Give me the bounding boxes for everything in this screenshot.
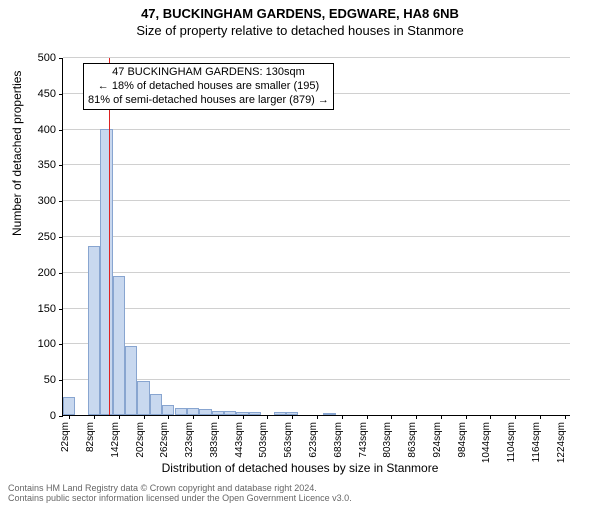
histogram-bar	[224, 411, 236, 415]
footer-attribution: Contains HM Land Registry data © Crown c…	[8, 484, 352, 504]
histogram-bar	[88, 246, 100, 415]
histogram-bar	[125, 346, 137, 415]
histogram-bar	[249, 412, 261, 415]
gridline	[63, 200, 570, 201]
ytick-label: 0	[16, 410, 56, 422]
ytick-mark	[59, 273, 63, 274]
reference-marker-line	[109, 58, 110, 415]
gridline	[63, 129, 570, 130]
ytick-label: 500	[16, 52, 56, 64]
ytick-label: 150	[16, 303, 56, 315]
histogram-bar	[187, 408, 199, 415]
histogram-bar	[274, 412, 286, 415]
ytick-label: 250	[16, 231, 56, 243]
ytick-mark	[59, 58, 63, 59]
xtick-mark	[441, 415, 442, 419]
ytick-label: 350	[16, 159, 56, 171]
xtick-mark	[466, 415, 467, 419]
ytick-mark	[59, 165, 63, 166]
xtick-mark	[565, 415, 566, 419]
ytick-label: 50	[16, 374, 56, 386]
ytick-mark	[59, 344, 63, 345]
xtick-mark	[168, 415, 169, 419]
footer-line-2: Contains public sector information licen…	[8, 494, 352, 504]
annotation-line: 47 BUCKINGHAM GARDENS: 130sqm	[88, 66, 329, 80]
gridline	[63, 236, 570, 237]
annotation-line: ← 18% of detached houses are smaller (19…	[88, 80, 329, 94]
histogram-bar	[323, 413, 335, 415]
xtick-mark	[416, 415, 417, 419]
gridline	[63, 308, 570, 309]
ytick-mark	[59, 201, 63, 202]
xtick-mark	[540, 415, 541, 419]
chart-title-sub: Size of property relative to detached ho…	[0, 23, 600, 38]
xtick-mark	[367, 415, 368, 419]
xtick-mark	[243, 415, 244, 419]
ytick-label: 200	[16, 267, 56, 279]
annotation-line: 81% of semi-detached houses are larger (…	[88, 94, 329, 108]
ytick-label: 400	[16, 124, 56, 136]
histogram-bar	[150, 394, 162, 415]
histogram-bar	[113, 276, 125, 415]
xtick-mark	[391, 415, 392, 419]
xtick-mark	[515, 415, 516, 419]
ytick-label: 300	[16, 195, 56, 207]
ytick-mark	[59, 130, 63, 131]
gridline	[63, 164, 570, 165]
ytick-mark	[59, 416, 63, 417]
xtick-mark	[119, 415, 120, 419]
gridline	[63, 272, 570, 273]
xtick-mark	[292, 415, 293, 419]
histogram-bar	[137, 381, 149, 415]
ytick-mark	[59, 237, 63, 238]
gridline	[63, 57, 570, 58]
ytick-mark	[59, 309, 63, 310]
xtick-mark	[342, 415, 343, 419]
xtick-mark	[317, 415, 318, 419]
histogram-bar	[199, 409, 211, 415]
chart-plot-area: 47 BUCKINGHAM GARDENS: 130sqm← 18% of de…	[62, 58, 570, 416]
xtick-mark	[218, 415, 219, 419]
xtick-mark	[69, 415, 70, 419]
gridline	[63, 343, 570, 344]
annotation-box: 47 BUCKINGHAM GARDENS: 130sqm← 18% of de…	[83, 63, 334, 110]
xtick-mark	[267, 415, 268, 419]
xtick-mark	[144, 415, 145, 419]
histogram-bar	[63, 397, 75, 415]
histogram-bar	[175, 408, 187, 415]
x-axis-label: Distribution of detached houses by size …	[0, 461, 600, 475]
ytick-mark	[59, 380, 63, 381]
xtick-mark	[193, 415, 194, 419]
histogram-bar	[100, 129, 112, 415]
xtick-mark	[490, 415, 491, 419]
ytick-mark	[59, 94, 63, 95]
histogram-bar	[162, 405, 174, 415]
ytick-label: 450	[16, 88, 56, 100]
xtick-mark	[94, 415, 95, 419]
chart-title-main: 47, BUCKINGHAM GARDENS, EDGWARE, HA8 6NB	[0, 6, 600, 21]
ytick-label: 100	[16, 338, 56, 350]
